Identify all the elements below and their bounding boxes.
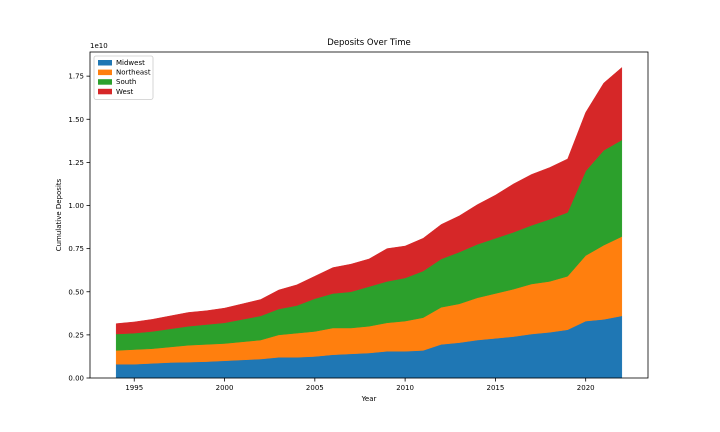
legend-box: [93, 55, 154, 100]
x-axis-label: Year: [361, 395, 377, 403]
area-west: [115, 66, 623, 335]
y-tick-label: 0.75: [68, 245, 84, 253]
y-axis-offset-label: 1e10: [90, 42, 108, 50]
area-layers: [115, 66, 623, 379]
legend-swatch-south: [98, 79, 112, 85]
x-tick-label: 2015: [486, 384, 504, 392]
y-tick-label: 1.50: [68, 116, 84, 124]
legend-swatch-west: [98, 88, 112, 95]
chart-title: Deposits Over Time: [327, 38, 411, 48]
legend-swatch-midwest: [98, 60, 112, 66]
legend-label-south: South: [116, 78, 136, 86]
y-tick-label: 1.00: [68, 202, 84, 210]
y-tick-label: 0.25: [68, 331, 84, 339]
legend-label-midwest: Midwest: [116, 59, 145, 67]
legend-label-northeast: Northeast: [116, 69, 151, 77]
legend-label-west: West: [116, 88, 133, 96]
y-tick-label: 0.50: [68, 288, 84, 296]
legend-swatch-northeast: [98, 69, 112, 76]
y-tick-label: 1.25: [68, 159, 84, 167]
plot-frame: [89, 51, 649, 379]
x-tick-label: 2010: [396, 384, 414, 392]
x-axis-ticks: 1995 2000 2005 2010 2015 2020: [125, 378, 595, 392]
y-tick-label: 0.00: [68, 375, 84, 383]
x-tick-label: 2005: [306, 384, 324, 392]
y-axis-ticks: 0.00 0.25 0.50 0.75 1.00 1.25 1.50 1.75: [68, 73, 90, 383]
x-tick-label: 2000: [216, 384, 234, 392]
x-tick-label: 1995: [125, 384, 143, 392]
x-tick-label: 2020: [577, 384, 595, 392]
y-tick-label: 1.75: [68, 73, 84, 81]
y-axis-label: Cumulative Deposits: [55, 178, 63, 251]
